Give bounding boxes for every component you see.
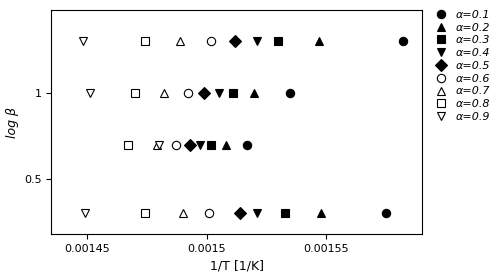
Legend: α=0.1, α=0.2, α=0.3, α=0.4, α=0.5, α=0.6, α=0.7, α=0.8, α=0.9: α=0.1, α=0.2, α=0.3, α=0.4, α=0.5, α=0.6…	[426, 5, 494, 126]
Y-axis label: log β: log β	[6, 106, 18, 138]
X-axis label: 1/T [1/K]: 1/T [1/K]	[210, 259, 264, 272]
